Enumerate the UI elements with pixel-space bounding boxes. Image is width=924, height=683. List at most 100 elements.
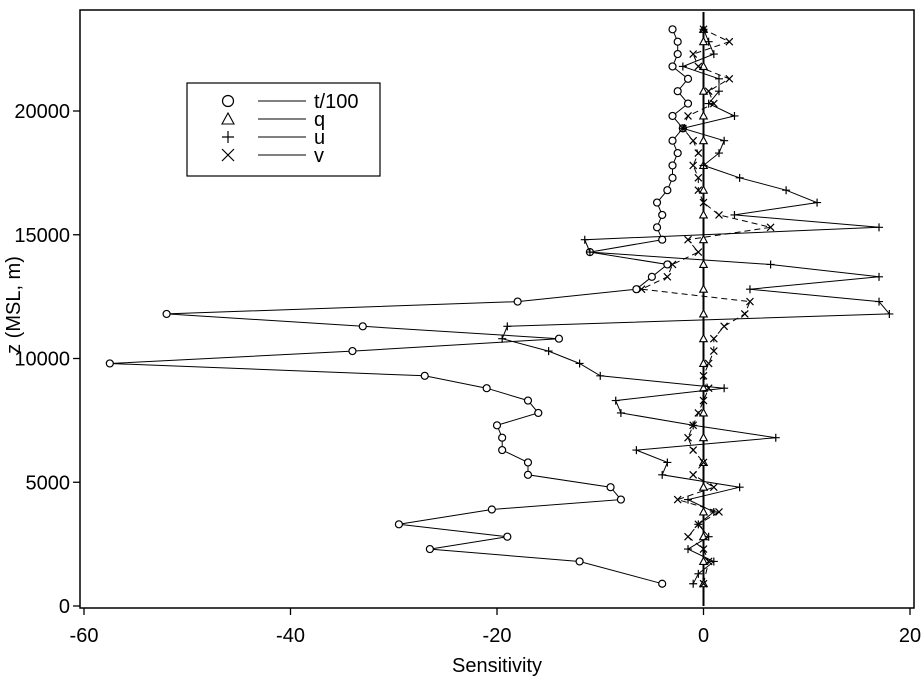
point-q	[698, 432, 709, 442]
series-q	[698, 24, 709, 588]
point-v	[715, 211, 723, 219]
point-t-100	[673, 37, 682, 46]
point-u	[580, 235, 589, 244]
point-v	[689, 161, 698, 170]
point-t-100	[482, 384, 491, 393]
point-v	[766, 223, 775, 232]
point-v	[699, 371, 708, 380]
point-u	[575, 359, 584, 368]
point-v	[709, 483, 718, 492]
point-t-100	[358, 322, 367, 331]
series-v	[637, 25, 775, 588]
point-u	[720, 384, 729, 393]
point-v	[740, 310, 749, 318]
legend-label-t-100: t/100	[314, 91, 358, 113]
point-u	[585, 248, 594, 257]
legend-entry-u: u	[222, 127, 325, 149]
point-u	[616, 408, 625, 417]
point-u	[735, 483, 744, 492]
point-u	[658, 470, 667, 479]
point-v	[694, 520, 703, 529]
point-v	[699, 198, 708, 207]
point-u	[714, 74, 723, 83]
point-v	[689, 470, 698, 479]
x-tick-label: -40	[276, 625, 305, 647]
series-line-u	[501, 29, 891, 584]
point-t-100	[420, 371, 429, 380]
point-q	[698, 86, 709, 95]
series-line-v	[639, 28, 771, 584]
point-v	[689, 446, 698, 454]
point-u	[720, 136, 729, 145]
point-v	[699, 458, 708, 467]
legend-entry-t-100: t/100	[221, 91, 358, 113]
point-u	[885, 309, 894, 318]
legend-entry-q: q	[221, 109, 325, 131]
legend-label-v: v	[314, 145, 324, 167]
point-v	[694, 409, 703, 417]
point-u	[735, 173, 744, 182]
point-u	[714, 87, 723, 96]
point-u	[875, 223, 884, 232]
point-u	[704, 99, 713, 108]
legend-marker-t-100	[221, 94, 235, 108]
point-v	[694, 248, 703, 256]
point-v	[704, 557, 713, 566]
point-t-100	[513, 297, 522, 306]
point-v	[699, 545, 708, 553]
x-tick-label: -20	[483, 625, 512, 647]
point-u	[813, 198, 822, 207]
point-t-100	[492, 421, 502, 430]
point-v	[704, 384, 713, 393]
point-t-100	[668, 25, 677, 34]
point-v	[684, 235, 692, 244]
point-t-100	[632, 285, 641, 294]
x-tick-label: 0	[698, 625, 709, 647]
point-u	[704, 532, 713, 541]
point-t-100	[575, 557, 584, 566]
point-t-100	[394, 520, 404, 529]
point-v	[699, 396, 708, 405]
point-v	[694, 186, 703, 195]
point-t-100	[647, 272, 656, 281]
point-t-100	[683, 74, 693, 83]
x-tick-label: -60	[70, 625, 99, 647]
point-v	[709, 334, 718, 343]
point-u	[875, 297, 884, 306]
point-u	[714, 149, 723, 158]
point-v	[709, 99, 718, 108]
point-t-100	[523, 458, 533, 467]
point-u	[544, 347, 553, 356]
point-v	[684, 112, 692, 120]
legend-marker-u	[222, 131, 234, 143]
legend-label-q: q	[314, 109, 325, 131]
point-u	[782, 186, 791, 195]
point-v	[704, 359, 713, 368]
x-axis-title: Sensitivity	[452, 655, 542, 677]
point-v	[704, 87, 713, 96]
point-v	[694, 173, 703, 182]
point-q	[698, 556, 709, 565]
point-q	[698, 358, 709, 367]
point-t-100	[673, 49, 682, 59]
point-q	[698, 482, 709, 491]
point-u	[611, 396, 620, 405]
y-tick-label: 0	[59, 596, 70, 618]
point-u	[875, 272, 884, 281]
point-v	[689, 421, 698, 430]
point-v	[746, 297, 754, 306]
legend-entry-v: v	[221, 145, 324, 167]
point-t-100	[683, 99, 693, 108]
point-t-100	[668, 161, 677, 170]
point-t-100	[668, 173, 677, 182]
point-t-100	[673, 87, 682, 96]
point-v	[689, 136, 698, 145]
point-t-100	[498, 445, 507, 455]
point-t-100	[425, 544, 434, 554]
point-q	[698, 383, 709, 392]
point-u	[704, 37, 713, 46]
point-v	[720, 322, 729, 331]
point-u	[745, 285, 754, 294]
point-q	[698, 506, 709, 516]
point-q	[698, 259, 709, 268]
